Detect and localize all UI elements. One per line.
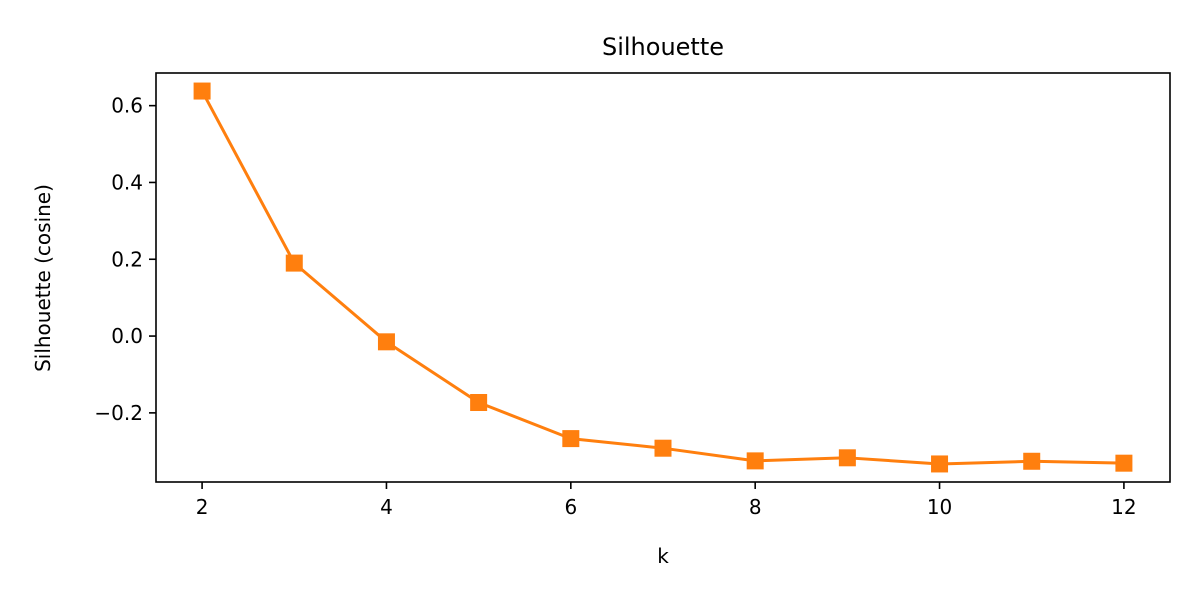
y-axis-label: Silhouette (cosine) bbox=[31, 184, 55, 372]
data-point bbox=[562, 430, 580, 448]
data-point bbox=[193, 82, 211, 100]
data-point bbox=[377, 333, 395, 351]
plot-frame bbox=[155, 72, 1171, 483]
data-point bbox=[1023, 452, 1041, 470]
x-tick-label: 10 bbox=[927, 495, 952, 519]
data-point bbox=[931, 455, 949, 473]
x-tick-label: 4 bbox=[380, 495, 393, 519]
x-tick-label: 12 bbox=[1111, 495, 1136, 519]
data-point bbox=[285, 254, 303, 272]
y-tick-label: 0.6 bbox=[111, 94, 143, 118]
data-point bbox=[470, 394, 488, 412]
x-tick-label: 8 bbox=[749, 495, 762, 519]
x-tick-label: 2 bbox=[196, 495, 209, 519]
data-point bbox=[838, 449, 856, 467]
x-tick-label: 6 bbox=[564, 495, 577, 519]
data-point bbox=[654, 439, 672, 457]
y-tick-label: −0.2 bbox=[94, 401, 143, 425]
y-tick-label: 0.4 bbox=[111, 170, 143, 194]
data-point bbox=[746, 452, 764, 470]
y-tick-label: 0.0 bbox=[111, 324, 143, 348]
chart-title: Silhouette bbox=[602, 33, 724, 61]
x-axis-label: k bbox=[657, 544, 669, 568]
plot-area: 2 4 6 8 10 12 −0.2 0.0 0.2 0.4 0.6 bbox=[94, 72, 1171, 519]
data-point bbox=[1115, 454, 1133, 472]
y-tick-label: 0.2 bbox=[111, 247, 143, 271]
